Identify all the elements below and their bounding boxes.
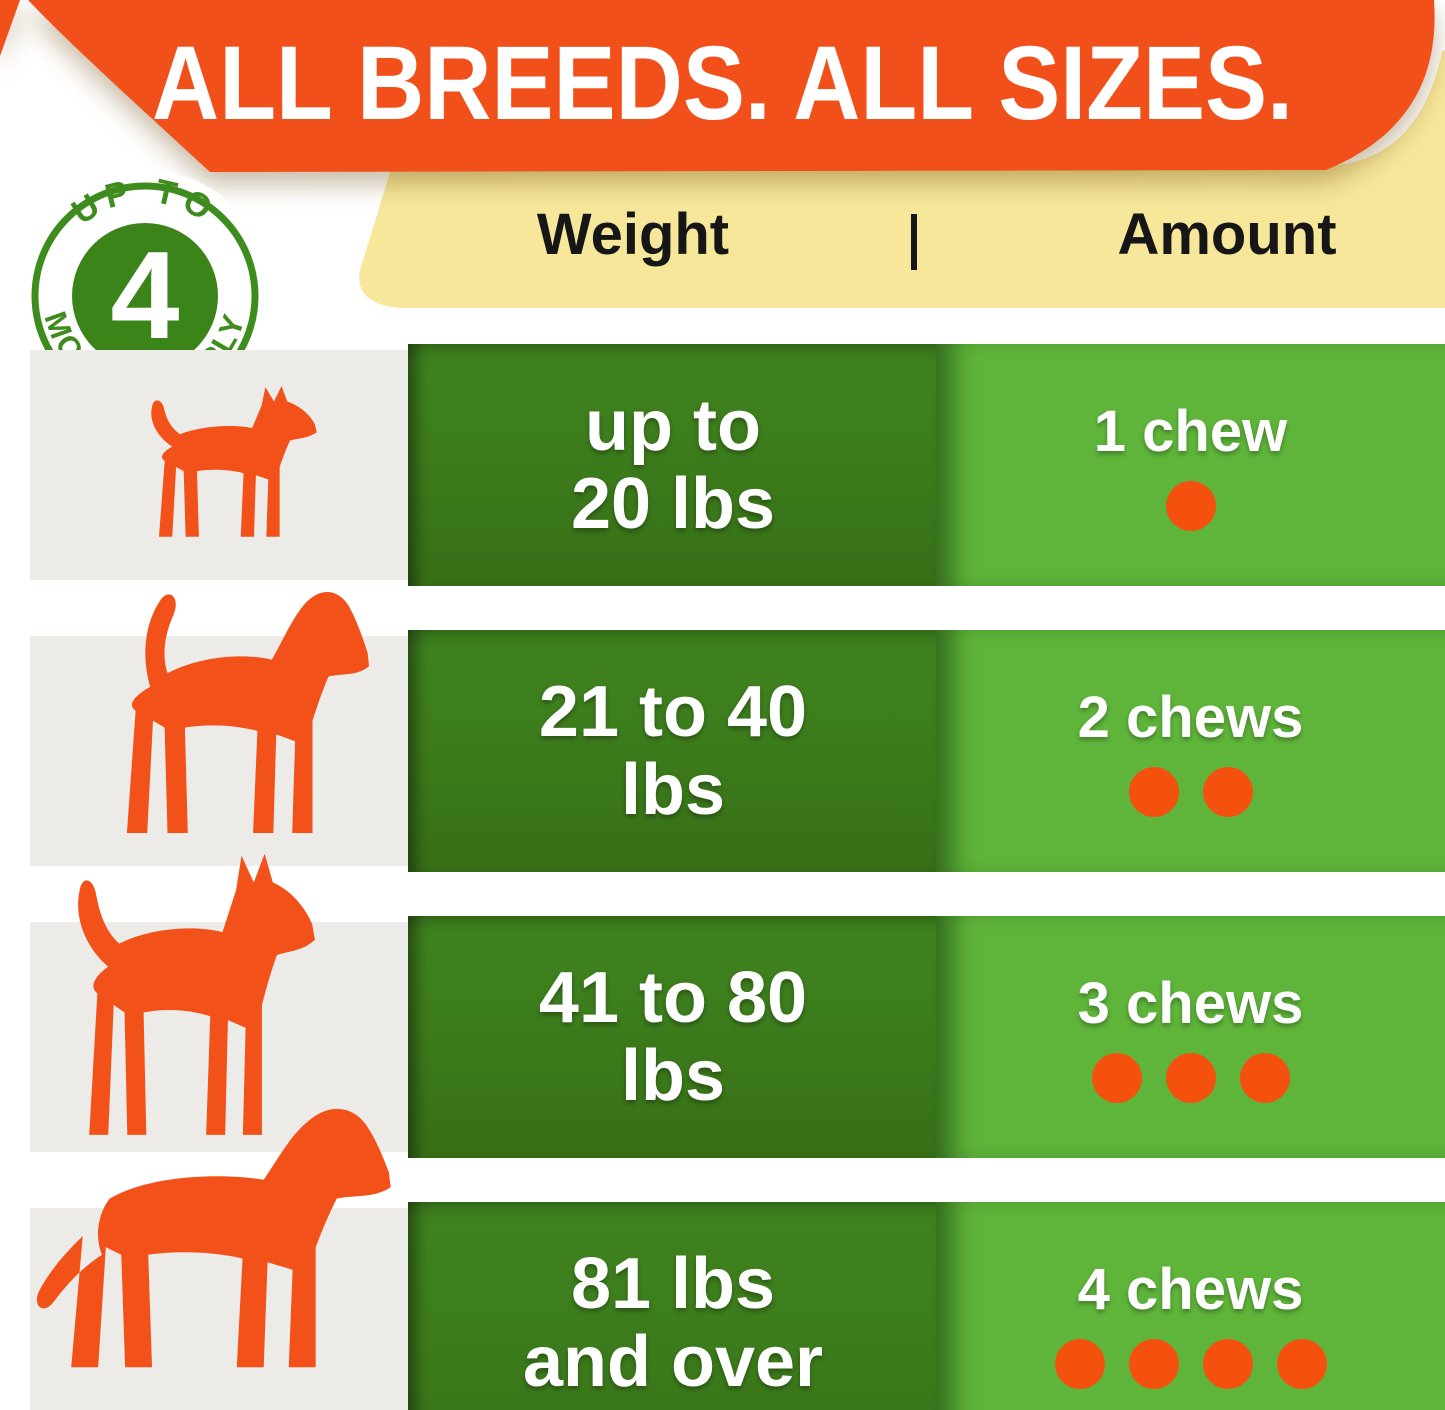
weight-cell: 41 to 80 lbs — [408, 916, 938, 1158]
chew-dot — [1128, 767, 1179, 817]
labrador-dog-icon — [36, 1108, 391, 1368]
chew-dot — [1165, 1053, 1216, 1103]
title-banner — [28, 0, 1435, 172]
weight-range-line1: up to — [585, 386, 761, 466]
weight-range-line1: 81 lbs — [570, 1244, 776, 1324]
chew-dots — [1054, 1339, 1327, 1389]
chew-dots — [1128, 767, 1253, 817]
amount-cell: 1 chew — [936, 344, 1445, 586]
beagle-dog-icon — [126, 591, 370, 833]
page-title: ALL BREEDS. ALL SIZES. — [151, 23, 1293, 142]
chew-dot — [1239, 1053, 1290, 1103]
badge-disc — [72, 223, 218, 369]
weight-range-line1: 41 to 80 — [538, 958, 808, 1038]
amount-cell: 2 chews — [936, 630, 1445, 872]
weight-cell: 21 to 40 lbs — [408, 630, 938, 872]
chew-dots — [1091, 1053, 1290, 1103]
amount-label: 4 chews — [1077, 1257, 1304, 1322]
amount-cell: 4 chews — [936, 1202, 1445, 1410]
chew-dot — [1054, 1339, 1105, 1389]
amount-label: 1 chew — [1093, 399, 1288, 464]
amount-cell: 3 chews — [936, 916, 1445, 1158]
amount-label: 3 chews — [1077, 971, 1304, 1036]
chew-dot — [1091, 1053, 1142, 1103]
weight-range-line1: 21 to 40 — [538, 672, 808, 752]
schnauzer-dog-icon — [78, 853, 315, 1135]
chew-dot — [1128, 1339, 1179, 1389]
weight-range-line2: lbs — [620, 750, 726, 830]
weight-range-line2: 20 lbs — [570, 464, 776, 544]
column-header-weight: Weight — [536, 202, 730, 267]
chihuahua-dog-icon — [151, 386, 317, 537]
chew-dot — [1202, 767, 1253, 817]
chew-dot — [1165, 481, 1216, 531]
column-header-amount: Amount — [1117, 202, 1337, 267]
column-separator — [911, 214, 917, 270]
badge-number: 4 — [111, 227, 180, 365]
header-graphics — [0, 0, 1445, 308]
weight-cell: 81 lbs and over — [408, 1202, 938, 1410]
weight-range-line2: and over — [522, 1322, 824, 1402]
table-header-sheet — [359, 50, 1445, 308]
weight-range-line2: lbs — [620, 1036, 726, 1116]
chew-dot — [1202, 1339, 1253, 1389]
title-banner-corner — [0, 0, 20, 56]
amount-label: 2 chews — [1077, 685, 1304, 750]
chew-dot — [1276, 1339, 1327, 1389]
weight-cell: up to 20 lbs — [408, 344, 938, 586]
chew-dots — [1165, 481, 1216, 531]
